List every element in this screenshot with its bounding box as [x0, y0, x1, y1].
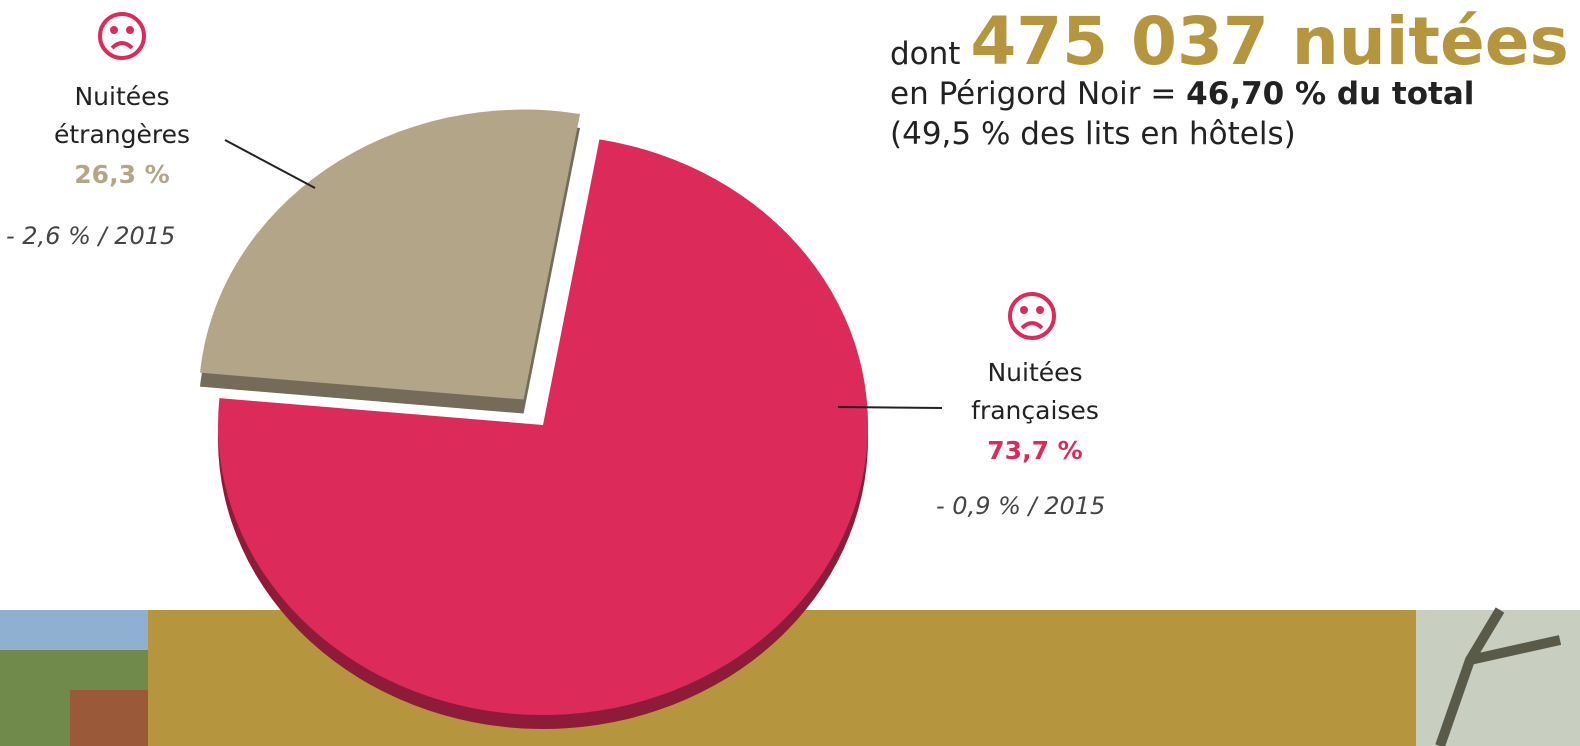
slice [218, 139, 869, 715]
headline-note: (49,5 % des lits en hôtels) [890, 116, 1296, 152]
slice-label: Nuitées françaises [971, 358, 1099, 425]
headline: dont 475 037 nuitées en Périgord Noir = … [890, 9, 1569, 154]
sad-icon [98, 12, 146, 60]
pie [199, 109, 869, 729]
value-label: 26,3 % [74, 160, 170, 189]
sad-icon [1008, 292, 1056, 340]
value-label: 73,7 % [987, 436, 1083, 465]
headline-text: en Périgord Noir = [890, 76, 1177, 112]
headline-figure: 475 037 nuitées [970, 3, 1569, 80]
slice-label: Nuitées étrangères [53, 82, 190, 149]
photo-right [1416, 610, 1580, 746]
sky [0, 610, 148, 650]
leader-line [224, 139, 316, 189]
slice [199, 109, 581, 400]
headline-bold: 46,70 % du total [1186, 76, 1475, 112]
leader-line [837, 406, 943, 409]
headline-prefix: dont [890, 36, 961, 72]
annotation: - 0,9 % / 2015 [936, 492, 1106, 520]
roof [70, 690, 148, 746]
annotation: - 2,6 % / 2015 [6, 222, 176, 250]
tree [1435, 607, 1562, 746]
